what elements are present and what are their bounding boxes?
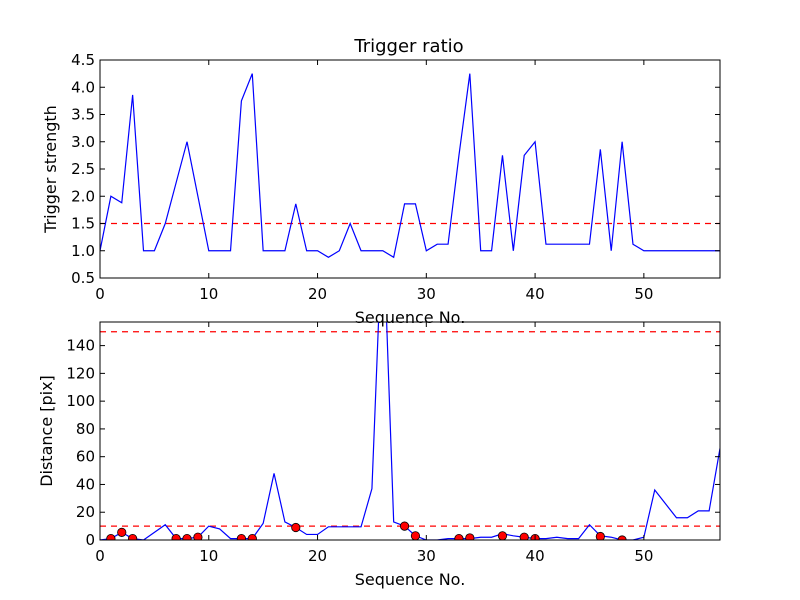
data-point-marker <box>291 522 301 533</box>
series-line <box>100 73 720 259</box>
y-tick-label: 2.5 <box>71 160 95 178</box>
x-tick-label: 20 <box>308 547 327 565</box>
chart-title: Trigger ratio <box>353 36 463 57</box>
x-tick-label: 50 <box>634 285 653 303</box>
plot-area <box>100 73 720 259</box>
y-tick-label: 60 <box>76 448 95 466</box>
x-tick-label: 40 <box>526 547 545 565</box>
data-point-marker <box>182 534 192 540</box>
y-tick-label: 2.0 <box>71 187 95 205</box>
y-tick-label: 40 <box>76 475 95 493</box>
x-tick-label: 10 <box>199 547 218 565</box>
data-point-marker <box>236 534 247 540</box>
y-tick-label: 4.5 <box>71 51 95 69</box>
x-tick-label: 0 <box>95 285 105 303</box>
data-point-marker <box>454 534 464 540</box>
distance-chart: 0 10 20 30 40 50 0 20 40 60 80 100 120 140 Sequence N… <box>37 321 721 589</box>
data-point-marker <box>117 527 127 537</box>
x-tick-label: 30 <box>417 547 436 565</box>
y-tick-label: 1.5 <box>71 215 95 233</box>
y-tick-label: 140 <box>66 337 95 355</box>
data-point-marker <box>399 521 410 531</box>
data-point-marker <box>171 534 181 540</box>
data-point-marker <box>193 532 203 540</box>
data-point-marker <box>106 534 116 540</box>
x-tick-label: 0 <box>95 547 105 565</box>
y-tick-label: 100 <box>66 392 95 410</box>
x-tick-label: 50 <box>634 547 653 565</box>
y-tick-label: 0 <box>85 531 95 549</box>
data-point-marker <box>128 534 138 540</box>
y-axis-label: Distance [pix] <box>37 375 56 487</box>
data-point-marker <box>247 534 257 540</box>
y-tick-label: 1.0 <box>71 242 95 260</box>
data-point-marker <box>465 533 475 540</box>
data-point-marker <box>410 531 421 540</box>
x-axis-label: Sequence No. <box>355 308 466 327</box>
axes-frame <box>99 321 721 541</box>
y-tick-label: 3.5 <box>71 106 95 124</box>
y-tick-label: 3.0 <box>71 133 95 151</box>
y-tick-label: 120 <box>66 364 95 382</box>
series-line <box>100 322 720 540</box>
tick-group: 0 10 20 30 40 50 0.5 1.0 1.5 2.0 2.5 3.0 3.5 4.0 4.5 <box>71 51 720 303</box>
y-tick-label: 0.5 <box>71 269 95 287</box>
y-tick-label: 80 <box>76 420 95 438</box>
data-point-marker <box>519 532 529 540</box>
data-point-marker <box>497 531 508 540</box>
data-point-marker <box>595 531 605 540</box>
x-tick-label: 20 <box>308 285 327 303</box>
y-axis-label: Trigger strength <box>41 105 60 234</box>
tick-group: 0 10 20 30 40 50 0 20 40 60 80 100 120 140 <box>66 322 720 565</box>
x-axis-label: Sequence No. <box>355 570 466 589</box>
plot-area <box>100 322 720 540</box>
y-tick-label: 20 <box>76 503 95 521</box>
x-tick-label: 30 <box>417 285 436 303</box>
x-tick-label: 40 <box>526 285 545 303</box>
y-tick-label: 4.0 <box>71 78 95 96</box>
x-tick-label: 10 <box>199 285 218 303</box>
